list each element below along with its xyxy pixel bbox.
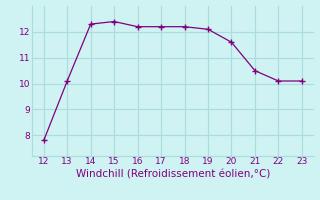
X-axis label: Windchill (Refroidissement éolien,°C): Windchill (Refroidissement éolien,°C) [76,169,270,179]
